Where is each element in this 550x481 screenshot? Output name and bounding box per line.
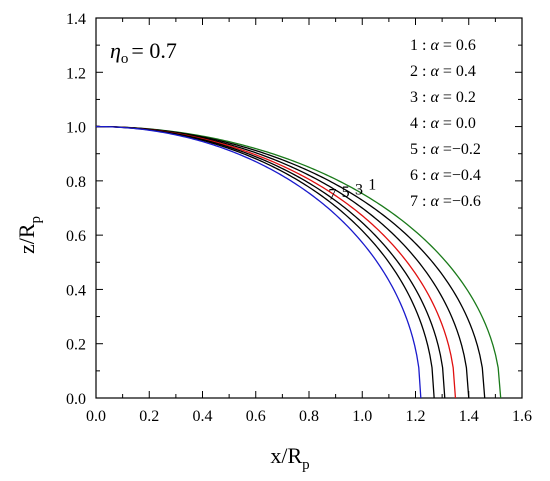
legend-alpha-symbol: α [430, 37, 439, 54]
y-tick-label: 1.4 [66, 11, 86, 28]
x-tick-label: 0.2 [139, 408, 159, 425]
curve-6 [95, 125, 435, 399]
y-tick-label: 0.8 [66, 174, 86, 191]
legend-id: 7 : [410, 193, 430, 210]
legend-id: 2 : [410, 63, 430, 80]
curve-label-1: 1 [368, 177, 376, 194]
x-tick-label: 1.6 [512, 408, 532, 425]
curve-label-5: 5 [342, 184, 350, 201]
y-tick-label: 0.4 [66, 282, 86, 299]
x-tick-label: 0.0 [86, 408, 106, 425]
eta-subscript: o [121, 51, 129, 67]
legend-value: = 0.6 [439, 37, 476, 54]
legend-value: = 0.4 [439, 63, 476, 80]
x-tick-label: 0.6 [246, 408, 266, 425]
y-axis-label-sub: p [28, 216, 44, 224]
legend-alpha-symbol: α [430, 63, 439, 80]
legend-entry-4: 4 : α = 0.0 [410, 115, 476, 132]
x-axis-label-sub: p [302, 457, 310, 473]
y-tick-label: 0.0 [66, 391, 86, 408]
x-axis-label-main: x/R [270, 443, 302, 468]
legend-id: 5 : [410, 141, 430, 158]
curve-label-3: 3 [355, 182, 363, 199]
x-tick-label: 1.4 [459, 408, 479, 425]
legend-value: =−0.6 [439, 193, 481, 210]
x-tick-label: 1.0 [352, 408, 372, 425]
curve-label-7: 7 [328, 186, 336, 203]
legend-value: = 0.0 [439, 115, 476, 132]
eta-symbol: η [110, 38, 121, 63]
y-tick-label: 0.2 [66, 337, 86, 354]
legend-alpha-symbol: α [430, 167, 439, 184]
legend-value: =−0.2 [439, 141, 481, 158]
y-axis-label: z/Rp [14, 216, 44, 254]
axis-ticks: 0.0 0.2 0.4 0.6 0.8 1.0 1.2 1.4 1.6 0.0 0.2 0.4 0.6 0… [66, 11, 532, 425]
legend: 1 : α = 0.6 2 : α = 0.4 3 : α = 0.2 4 : α =… [410, 37, 481, 210]
legend-alpha-symbol: α [430, 193, 439, 210]
legend-id: 3 : [410, 89, 430, 106]
legend-entry-2: 2 : α = 0.4 [410, 63, 476, 80]
y-tick-label: 1.2 [66, 65, 86, 82]
x-tick-label: 1.2 [406, 408, 426, 425]
legend-entry-5: 5 : α =−0.2 [410, 141, 481, 158]
legend-value: = 0.2 [439, 89, 476, 106]
curve-5 [95, 125, 446, 399]
legend-entry-6: 6 : α =−0.4 [410, 167, 481, 184]
legend-value: =−0.4 [439, 167, 481, 184]
curves [95, 125, 502, 399]
x-axis-label: x/Rp [270, 443, 309, 473]
eta-value: = 0.7 [131, 38, 176, 63]
curve-7 [95, 125, 422, 399]
legend-alpha-symbol: α [430, 141, 439, 158]
y-tick-label: 1.0 [66, 120, 86, 137]
y-axis-label-main: z/R [14, 223, 39, 254]
x-tick-label: 0.8 [299, 408, 319, 425]
curve-4 [95, 125, 457, 399]
legend-id: 6 : [410, 167, 430, 184]
legend-id: 1 : [410, 37, 430, 54]
legend-alpha-symbol: α [430, 115, 439, 132]
legend-entry-3: 3 : α = 0.2 [410, 89, 476, 106]
legend-alpha-symbol: α [430, 89, 439, 106]
legend-entry-1: 1 : α = 0.6 [410, 37, 476, 54]
legend-entry-7: 7 : α =−0.6 [410, 193, 481, 210]
legend-id: 4 : [410, 115, 430, 132]
x-tick-label: 0.4 [193, 408, 213, 425]
y-tick-label: 0.6 [66, 228, 86, 245]
eta-annotation: ηo = 0.7 [110, 38, 177, 67]
